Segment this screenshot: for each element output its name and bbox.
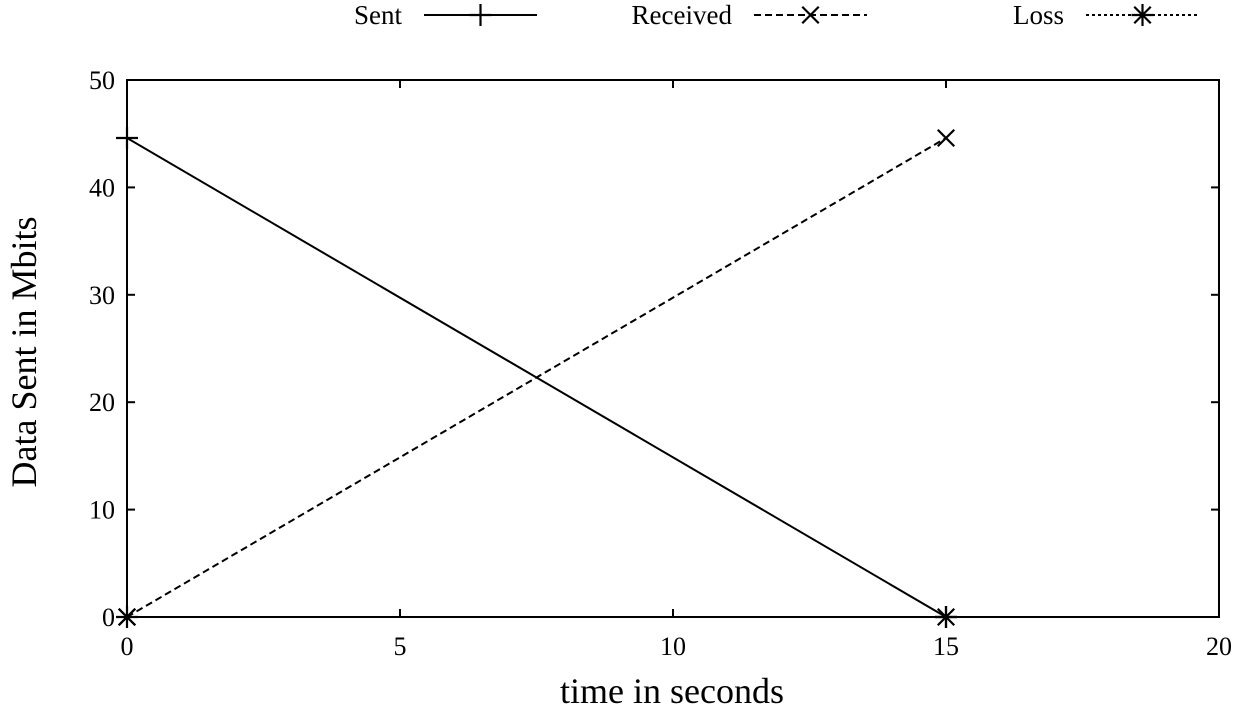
series-line-received [126,137,947,618]
y-tick-label: 0 [102,603,115,632]
y-tick-label: 50 [89,66,115,95]
series-markers [116,126,957,628]
x-tick-label: 5 [394,632,407,661]
data-point-received [936,128,956,148]
x-tick-label: 15 [933,632,959,661]
x-tick-label: 20 [1206,632,1232,661]
data-point-loss [935,606,957,628]
y-tick-label: 20 [89,388,115,417]
y-axis-title: Data Sent in Mbits [4,217,44,488]
legend-label-loss: Loss [1013,0,1064,30]
series-lines [126,137,947,618]
legend-label-sent: Sent [354,0,403,30]
data-point-loss [116,606,138,628]
legend: Sent Received Loss [354,0,1199,30]
legend-label-received: Received [632,0,733,30]
x-tick-label: 0 [121,632,134,661]
axis-ticks [126,79,1220,618]
y-tick-label: 30 [89,281,115,310]
legend-marker-loss [1131,4,1154,26]
legend-marker-sent [469,4,492,26]
tick-labels: 0 5 10 15 20 0 10 20 30 40 50 [89,66,1232,661]
data-point-sent [116,126,138,149]
x-tick-label: 10 [660,632,686,661]
y-tick-label: 10 [89,496,115,525]
y-tick-label: 40 [89,173,115,202]
plot-frame [126,79,1220,618]
legend-marker-received [801,5,820,25]
x-axis-title: time in seconds [560,671,784,711]
